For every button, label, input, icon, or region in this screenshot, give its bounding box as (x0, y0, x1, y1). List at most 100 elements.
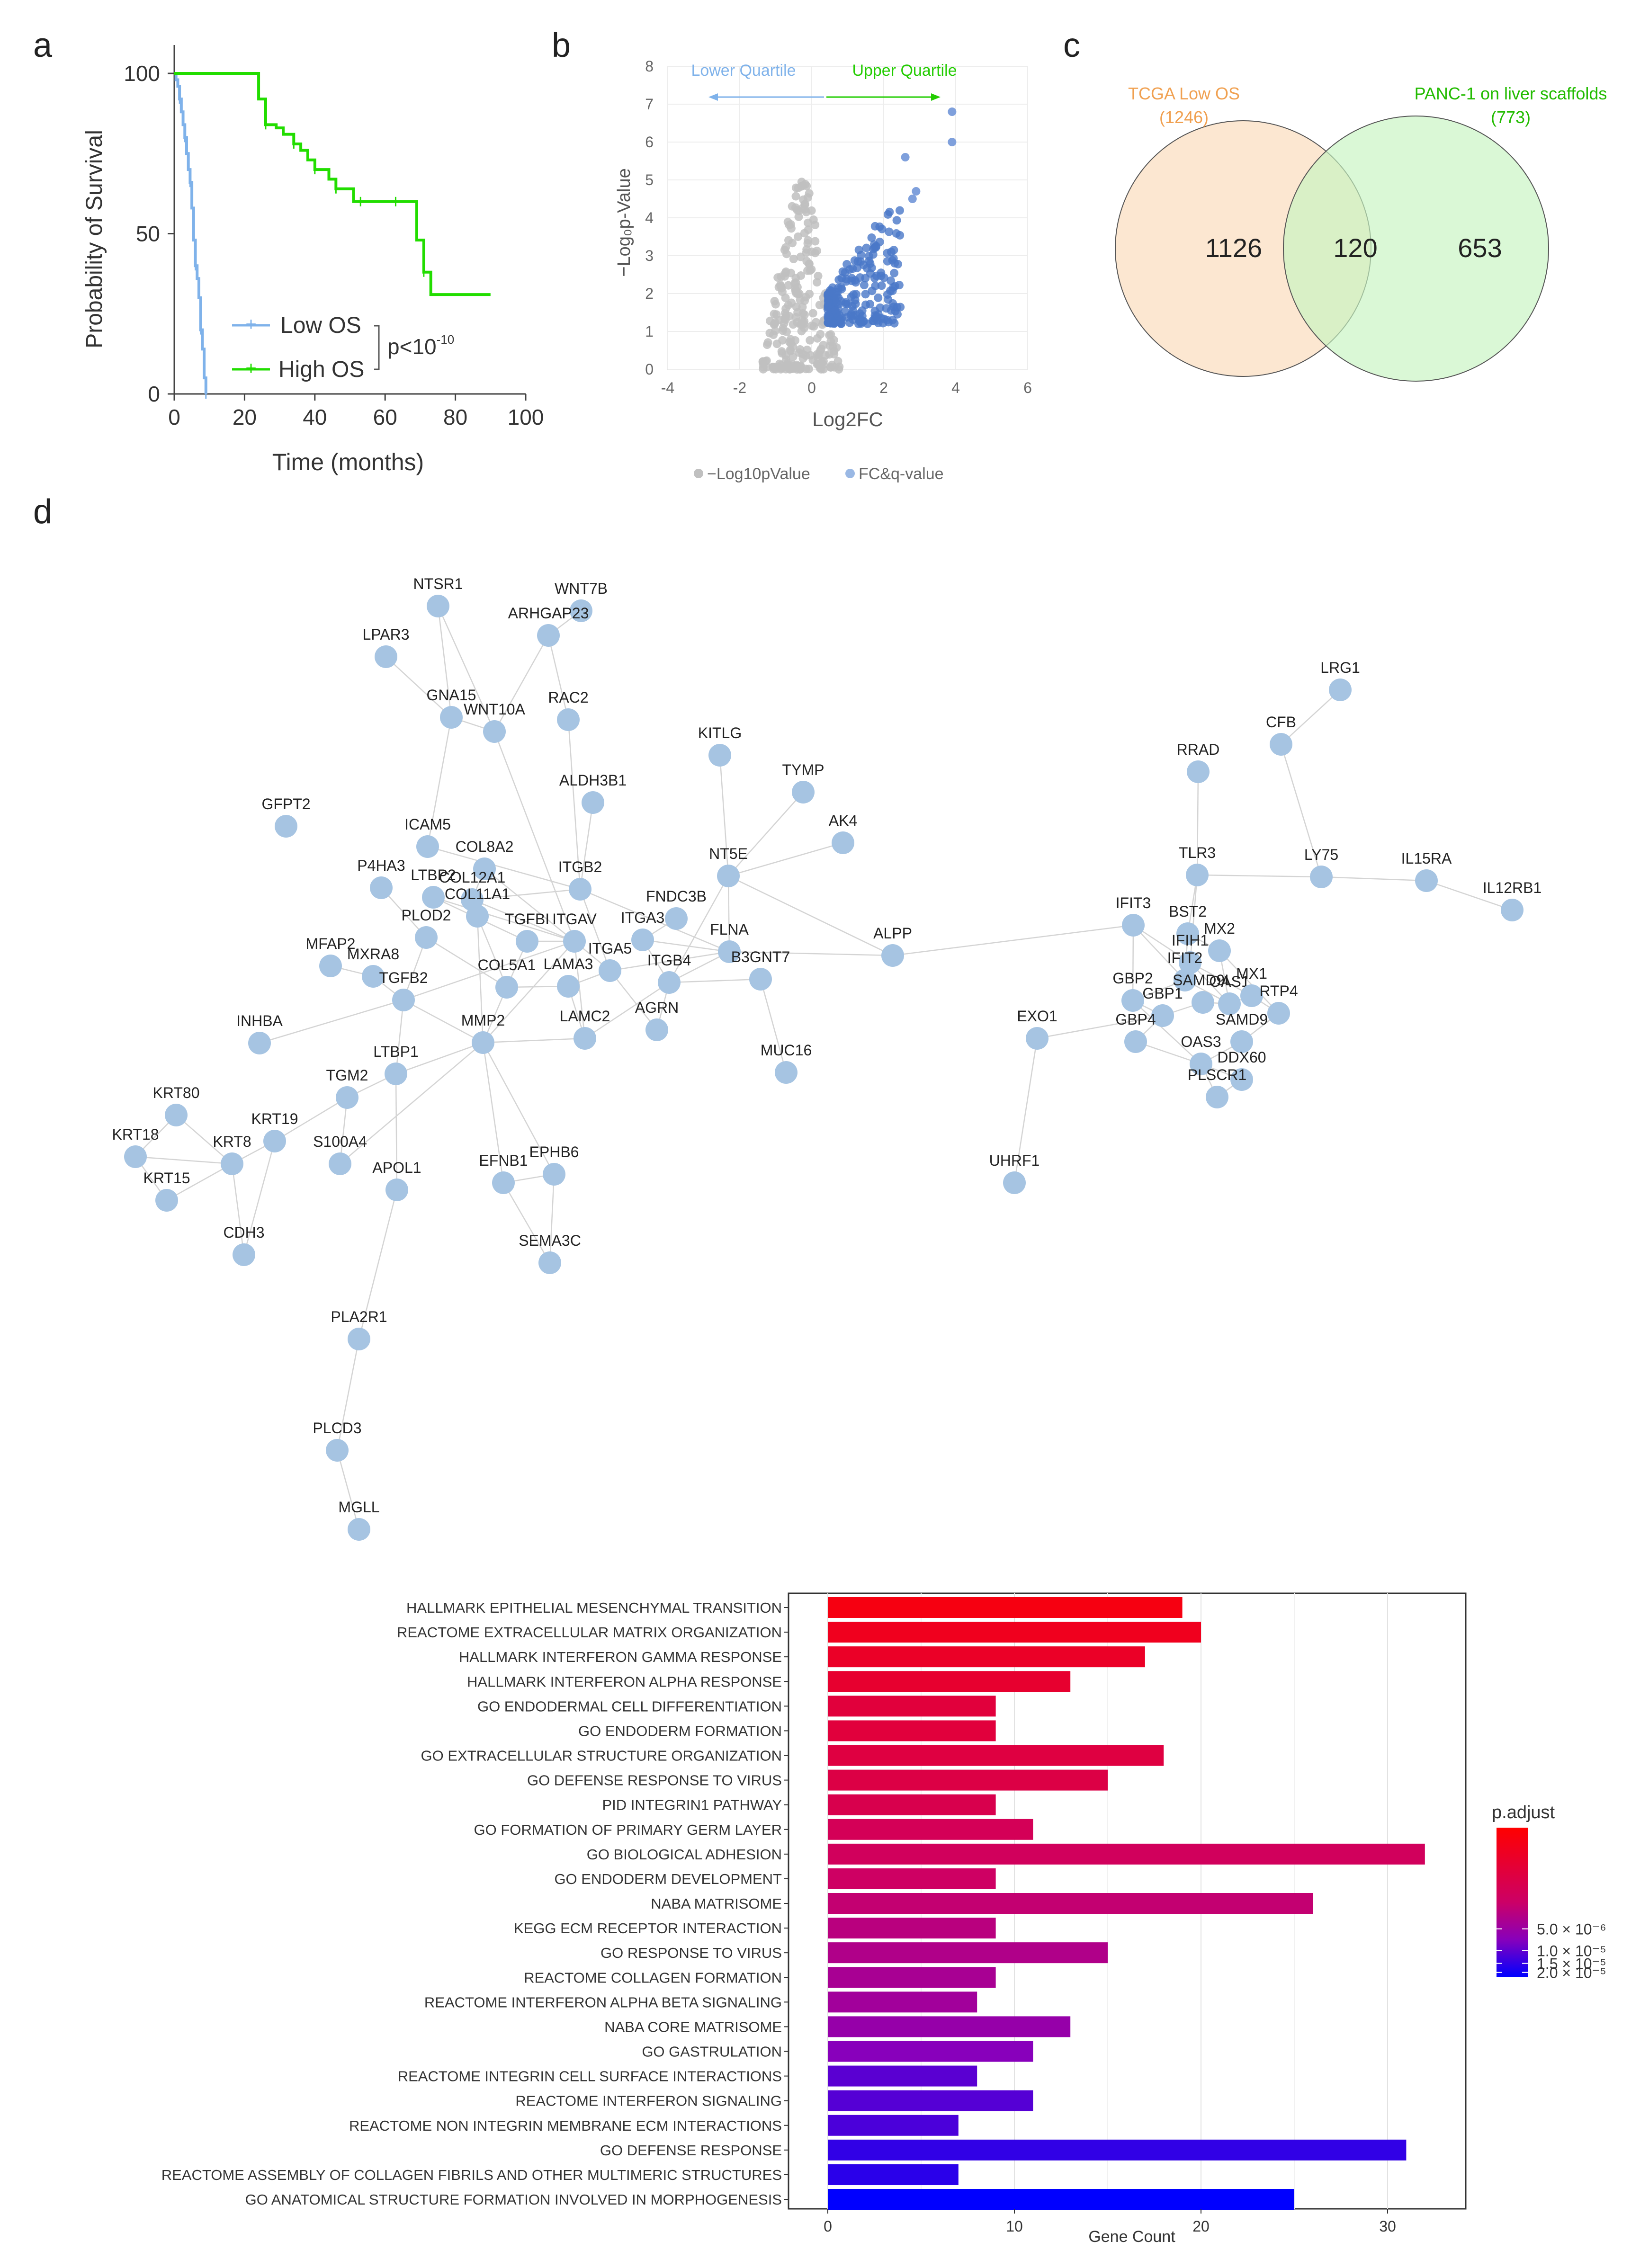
network-node-circle[interactable] (658, 971, 681, 994)
network-node-flna[interactable]: FLNA (710, 921, 749, 963)
network-node-p4ha3[interactable]: P4HA3 (357, 857, 405, 899)
network-node-agrn[interactable]: AGRN (635, 999, 679, 1041)
network-node-efnb1[interactable]: EFNB1 (479, 1152, 528, 1194)
network-node-gfpt2[interactable]: GFPT2 (261, 795, 311, 838)
network-node-circle[interactable] (1415, 869, 1438, 892)
network-node-itga3[interactable]: ITGA3 (621, 909, 664, 951)
network-node-rac2[interactable]: RAC2 (548, 689, 589, 731)
network-node-mfap2[interactable]: MFAP2 (306, 935, 356, 977)
network-node-wnt10a[interactable]: WNT10A (464, 701, 526, 743)
network-node-gbp1[interactable]: GBP1 (1142, 985, 1183, 1027)
network-node-circle[interactable] (495, 976, 518, 999)
network-node-circle[interactable] (717, 865, 740, 887)
network-node-circle[interactable] (348, 1328, 370, 1350)
network-node-rtp4[interactable]: RTP4 (1259, 982, 1298, 1025)
network-node-circle[interactable] (1124, 1030, 1147, 1053)
network-node-circle[interactable] (557, 975, 580, 998)
network-node-oas3[interactable]: OAS3 (1181, 1033, 1221, 1075)
network-node-rrad[interactable]: RRAD (1177, 741, 1220, 783)
network-node-samd9[interactable]: SAMD9 (1216, 1011, 1268, 1053)
network-node-lamc2[interactable]: LAMC2 (560, 1008, 610, 1050)
network-node-pla2r1[interactable]: PLA2R1 (331, 1308, 387, 1350)
network-node-circle[interactable] (233, 1243, 255, 1266)
network-node-circle[interactable] (1329, 679, 1352, 701)
network-node-aldh3b1[interactable]: ALDH3B1 (559, 772, 627, 814)
network-node-circle[interactable] (1121, 989, 1144, 1012)
network-node-ntsr1[interactable]: NTSR1 (413, 575, 463, 617)
network-node-circle[interactable] (1190, 1053, 1212, 1075)
network-node-circle[interactable] (665, 907, 688, 930)
network-node-tgfb2[interactable]: TGFB2 (379, 969, 428, 1011)
network-node-ly75[interactable]: LY75 (1304, 846, 1338, 888)
network-node-circle[interactable] (1310, 866, 1333, 888)
network-node-alpp[interactable]: ALPP (873, 925, 912, 967)
network-node-mxra8[interactable]: MXRA8 (347, 946, 399, 988)
network-node-il12rb1[interactable]: IL12RB1 (1483, 879, 1542, 921)
network-node-circle[interactable] (1501, 899, 1524, 921)
network-node-exo1[interactable]: EXO1 (1017, 1008, 1058, 1050)
network-node-circle[interactable] (165, 1104, 188, 1126)
network-node-itgb4[interactable]: ITGB4 (647, 952, 691, 994)
network-node-apol1[interactable]: APOL1 (372, 1159, 421, 1201)
network-node-circle[interactable] (362, 965, 385, 988)
network-node-samd9l[interactable]: SAMD9L (1173, 972, 1233, 1014)
network-node-circle[interactable] (832, 831, 854, 854)
network-node-circle[interactable] (582, 791, 604, 814)
network-node-kitlg[interactable]: KITLG (698, 724, 742, 767)
network-node-circle[interactable] (881, 944, 904, 967)
network-node-tgm2[interactable]: TGM2 (326, 1067, 368, 1109)
network-node-circle[interactable] (1240, 984, 1263, 1007)
network-node-circle[interactable] (543, 1163, 565, 1186)
network-node-circle[interactable] (538, 1251, 561, 1274)
network-node-circle[interactable] (483, 720, 506, 743)
network-node-krt18[interactable]: KRT18 (112, 1126, 159, 1168)
network-node-icam5[interactable]: ICAM5 (404, 816, 451, 858)
network-node-circle[interactable] (1187, 760, 1210, 783)
network-node-ltbp1[interactable]: LTBP1 (373, 1043, 419, 1085)
network-node-circle[interactable] (708, 744, 731, 767)
network-node-circle[interactable] (537, 624, 560, 647)
network-node-ak4[interactable]: AK4 (829, 812, 857, 854)
network-node-circle[interactable] (263, 1130, 286, 1152)
network-node-circle[interactable] (492, 1171, 515, 1194)
network-node-circle[interactable] (329, 1152, 351, 1175)
network-node-tgfbi[interactable]: TGFBI (505, 911, 549, 953)
network-node-gbp2[interactable]: GBP2 (1112, 970, 1153, 1012)
network-node-circle[interactable] (392, 989, 415, 1011)
network-node-ifih1[interactable]: IFIH1 (1172, 932, 1209, 974)
network-node-arhgap23[interactable]: ARHGAP23 (508, 605, 589, 647)
network-node-circle[interactable] (1218, 992, 1241, 1015)
network-node-circle[interactable] (645, 1018, 668, 1041)
network-node-circle[interactable] (1192, 991, 1214, 1014)
network-node-gbp4[interactable]: GBP4 (1115, 1011, 1156, 1053)
network-node-mmp2[interactable]: MMP2 (461, 1012, 505, 1054)
network-node-cdh3[interactable]: CDH3 (223, 1224, 265, 1266)
network-node-cfb[interactable]: CFB (1266, 714, 1296, 756)
network-node-ddx60[interactable]: DDX60 (1217, 1049, 1266, 1091)
network-node-circle[interactable] (221, 1152, 243, 1175)
network-node-circle[interactable] (557, 708, 580, 731)
network-node-circle[interactable] (124, 1145, 147, 1168)
network-node-circle[interactable] (569, 878, 591, 901)
network-node-plscr1[interactable]: PLSCR1 (1188, 1066, 1247, 1108)
network-node-circle[interactable] (1230, 1030, 1253, 1053)
network-node-circle[interactable] (1267, 1002, 1290, 1025)
network-node-circle[interactable] (473, 857, 496, 880)
network-node-tymp[interactable]: TYMP (782, 761, 824, 804)
network-node-circle[interactable] (336, 1086, 358, 1109)
network-node-circle[interactable] (599, 959, 621, 982)
network-node-inhba[interactable]: INHBA (236, 1012, 283, 1054)
network-node-circle[interactable] (792, 781, 815, 804)
network-node-circle[interactable] (775, 1061, 798, 1084)
network-node-itgav[interactable]: ITGAV (552, 911, 597, 953)
network-node-circle[interactable] (326, 1439, 349, 1462)
network-node-fndc3b[interactable]: FNDC3B (646, 888, 707, 930)
network-node-circle[interactable] (1270, 733, 1292, 756)
network-node-lpar3[interactable]: LPAR3 (362, 626, 410, 668)
network-node-circle[interactable] (466, 905, 489, 928)
network-node-circle[interactable] (472, 1031, 494, 1054)
network-node-col11a1[interactable]: COL11A1 (445, 885, 510, 928)
network-node-sema3c[interactable]: SEMA3C (519, 1232, 581, 1274)
network-node-circle[interactable] (385, 1063, 407, 1085)
network-node-itga5[interactable]: ITGA5 (588, 940, 632, 982)
